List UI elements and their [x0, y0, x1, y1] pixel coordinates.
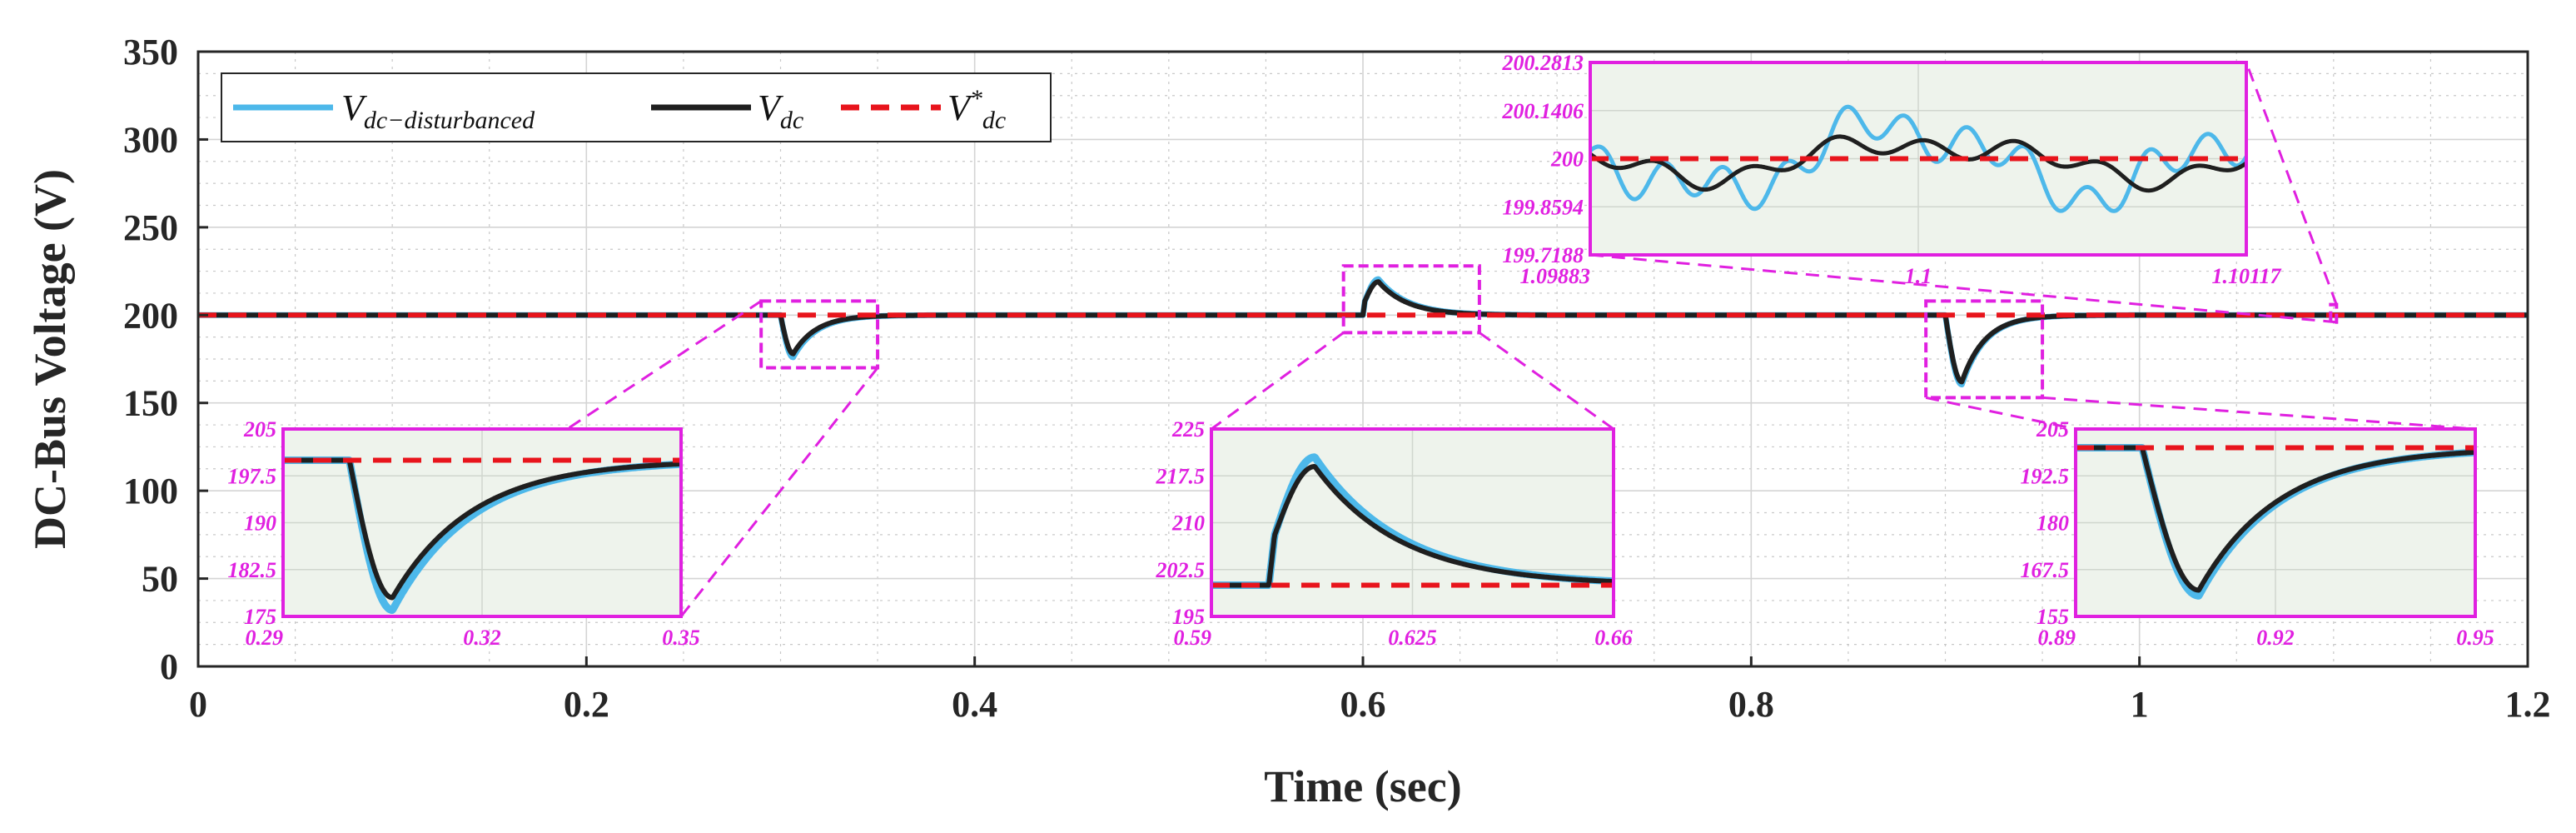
y-tick-label: 0: [160, 646, 178, 687]
x-tick-label: 0.4: [952, 684, 997, 725]
legend-label-disturbed: Vdc−disturbanced: [341, 87, 535, 134]
y-tick-label: 250: [123, 207, 178, 248]
inset-y-tick-label: 210: [1171, 511, 1205, 536]
legend: Vdc−disturbanced Vdc V*dc: [221, 72, 1052, 142]
inset-frame: [2074, 427, 2477, 618]
inset-y-tick-label: 180: [2036, 511, 2069, 536]
main-series: [196, 276, 2530, 388]
legend-label-vdc-sub: dc: [780, 107, 803, 134]
inset-series-vdc: [1589, 134, 2248, 193]
inset-y-tick-label: 155: [2036, 605, 2069, 629]
zoom-box-sag-2: [1924, 299, 2045, 400]
inset-y-tick-label: 190: [244, 511, 276, 536]
inset-y-tick-label: 195: [1172, 605, 1205, 629]
zoom-box-sag-1: [759, 299, 880, 370]
zoom-connector: [1211, 332, 1345, 431]
legend-label-ref-main: V: [947, 87, 974, 128]
inset-x-tick-label: 0.625: [1388, 626, 1437, 650]
inset-ripple: 1.09883 1.1 1.10117 199.7188 199.8594 200 200.…: [1502, 51, 2282, 288]
legend-label-vdc-main: V: [758, 87, 784, 128]
x-tick-label: 0.2: [564, 684, 609, 725]
inset-swell: 0.59 0.625 0.66 195 202.5 210 217.5 225: [1156, 417, 1633, 650]
series-line-vdc: [196, 279, 2529, 385]
inset-x-tick-label: 0.92: [2256, 626, 2295, 650]
inset-y-tick-label: 200.2813: [1502, 51, 1584, 75]
inset-x-tick-label: 0.89: [2038, 626, 2076, 650]
axis-ticks: 0 0.2 0.4 0.6 0.8 1 1.2 0 50 100 150 200 250 300 350: [123, 32, 2551, 725]
insets: 0.29 0.32 0.35 175 182.5 190 197.5 205 0.59 0.625…: [228, 51, 2494, 650]
legend-label-ref: V*dc: [947, 85, 1006, 135]
legend-label-vdc: Vdc: [758, 87, 803, 134]
zoom-connector: [2041, 396, 2476, 431]
inset-sag-2: 0.89 0.92 0.95 155 167.5 180 192.5 205: [2021, 417, 2494, 650]
inset-frame: [1589, 61, 2248, 257]
inset-x-tick-label: 1.1: [1905, 264, 1932, 288]
zoom-connector: [1589, 253, 2337, 324]
y-tick-label: 100: [123, 471, 178, 511]
y-tick-label: 200: [123, 295, 178, 336]
zoom-connector: [679, 367, 879, 617]
inset-y-tick-label: 167.5: [2021, 558, 2070, 582]
legend-label-disturbed-main: V: [341, 87, 368, 128]
inset-y-tick-label: 182.5: [228, 558, 277, 582]
inset-y-tick-label: 205: [2036, 417, 2069, 441]
inset-x-tick-label: 0.32: [463, 626, 501, 650]
x-tick-label: 1: [2131, 684, 2149, 725]
inset-y-tick-label: 217.5: [1156, 464, 1206, 488]
x-tick-label: 0.8: [1728, 684, 1774, 725]
zoom-connector: [1479, 332, 1614, 431]
x-tick-label: 0: [189, 684, 207, 725]
inset-x-tick-label: 0.95: [2456, 626, 2494, 650]
inset-y-tick-label: 199.8594: [1503, 195, 1584, 219]
inset-x-tick-label: 1.09883: [1520, 264, 1591, 288]
x-axis-label: Time (sec): [1264, 761, 1461, 811]
legend-label-disturbed-sub: dc−disturbanced: [364, 107, 535, 134]
inset-series-disturbed: [1589, 104, 2249, 213]
y-tick-label: 150: [123, 383, 178, 424]
y-axis-label: DC-Bus Voltage (V): [25, 169, 75, 549]
inset-x-tick-label: 0.35: [662, 626, 700, 650]
inset-x-tick-label: 0.29: [246, 626, 284, 650]
inset-frame: [281, 427, 683, 618]
inset-series-vdc: [1210, 464, 1615, 588]
inset-frame: [1210, 427, 1615, 618]
x-tick-label: 0.6: [1340, 684, 1386, 725]
zoom-box-swell: [1341, 264, 1481, 335]
inset-y-tick-label: 199.7188: [1503, 243, 1584, 267]
legend-label-ref-sup: *: [970, 85, 982, 112]
zoom-connector: [1925, 396, 2076, 431]
inset-y-tick-label: 205: [243, 417, 276, 441]
inset-x-tick-label: 0.59: [1174, 626, 1212, 650]
y-tick-label: 50: [142, 559, 178, 600]
zoom-box-ripple: [2329, 302, 2339, 324]
inset-x-tick-label: 1.10117: [2211, 264, 2281, 288]
inset-y-tick-label: 200: [1550, 147, 1584, 172]
inset-y-tick-label: 192.5: [2021, 464, 2070, 488]
inset-y-tick-label: 175: [244, 605, 276, 629]
y-tick-label: 300: [123, 119, 178, 160]
inset-sag-1: 0.29 0.32 0.35 175 182.5 190 197.5 205: [228, 417, 700, 650]
inset-y-tick-label: 202.5: [1156, 558, 1206, 582]
inset-y-tick-label: 197.5: [228, 464, 277, 488]
legend-label-ref-sub: dc: [982, 107, 1006, 134]
inset-y-tick-label: 225: [1171, 417, 1205, 441]
inset-x-tick-label: 0.66: [1594, 626, 1633, 650]
inset-y-tick-label: 200.1406: [1502, 99, 1584, 123]
x-tick-label: 1.2: [2505, 684, 2551, 725]
y-tick-label: 350: [123, 32, 178, 72]
